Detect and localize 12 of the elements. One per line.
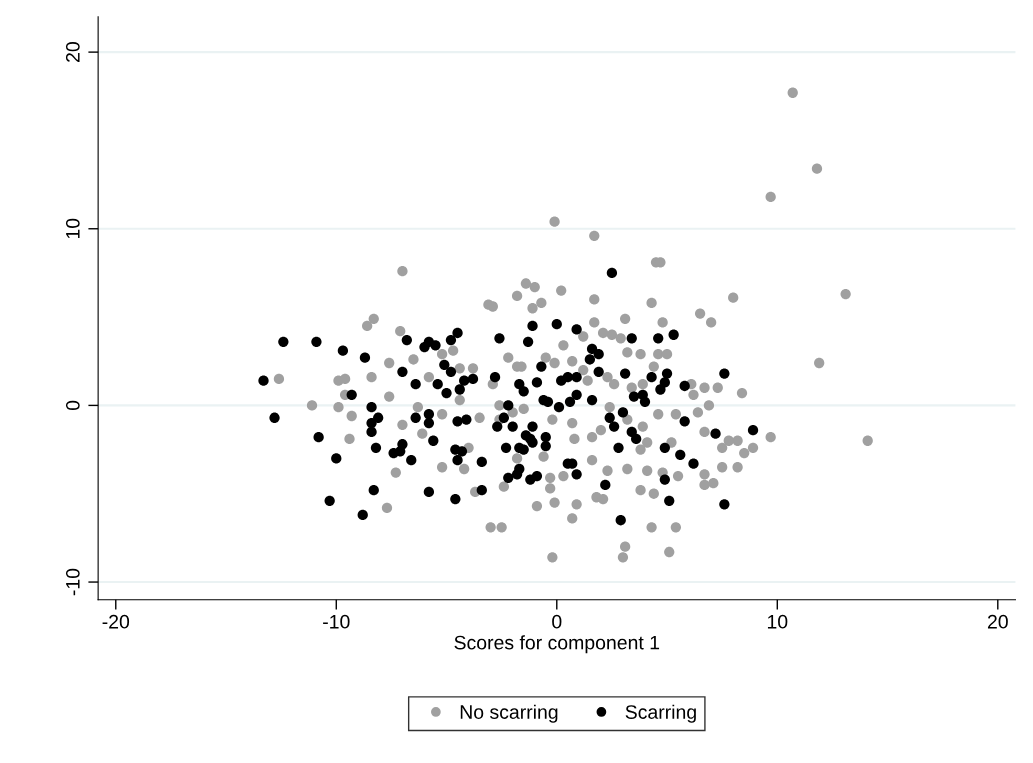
- y-tick-label: 0: [65, 400, 80, 411]
- legend-label: No scarring: [460, 704, 558, 723]
- x-tick-label: 0: [552, 614, 562, 629]
- x-tick-label: 10: [767, 614, 788, 629]
- y-tick-label: 10: [65, 218, 80, 239]
- x-axis-title: Scores for component 1: [454, 635, 660, 654]
- y-tick-label: 20: [65, 42, 80, 62]
- y-tick-label: -10: [65, 568, 80, 596]
- x-tick-label: 20: [987, 614, 1008, 629]
- x-tick-label: -20: [102, 614, 130, 629]
- x-tick-label: -10: [323, 614, 350, 629]
- legend-label: Scarring: [625, 704, 696, 723]
